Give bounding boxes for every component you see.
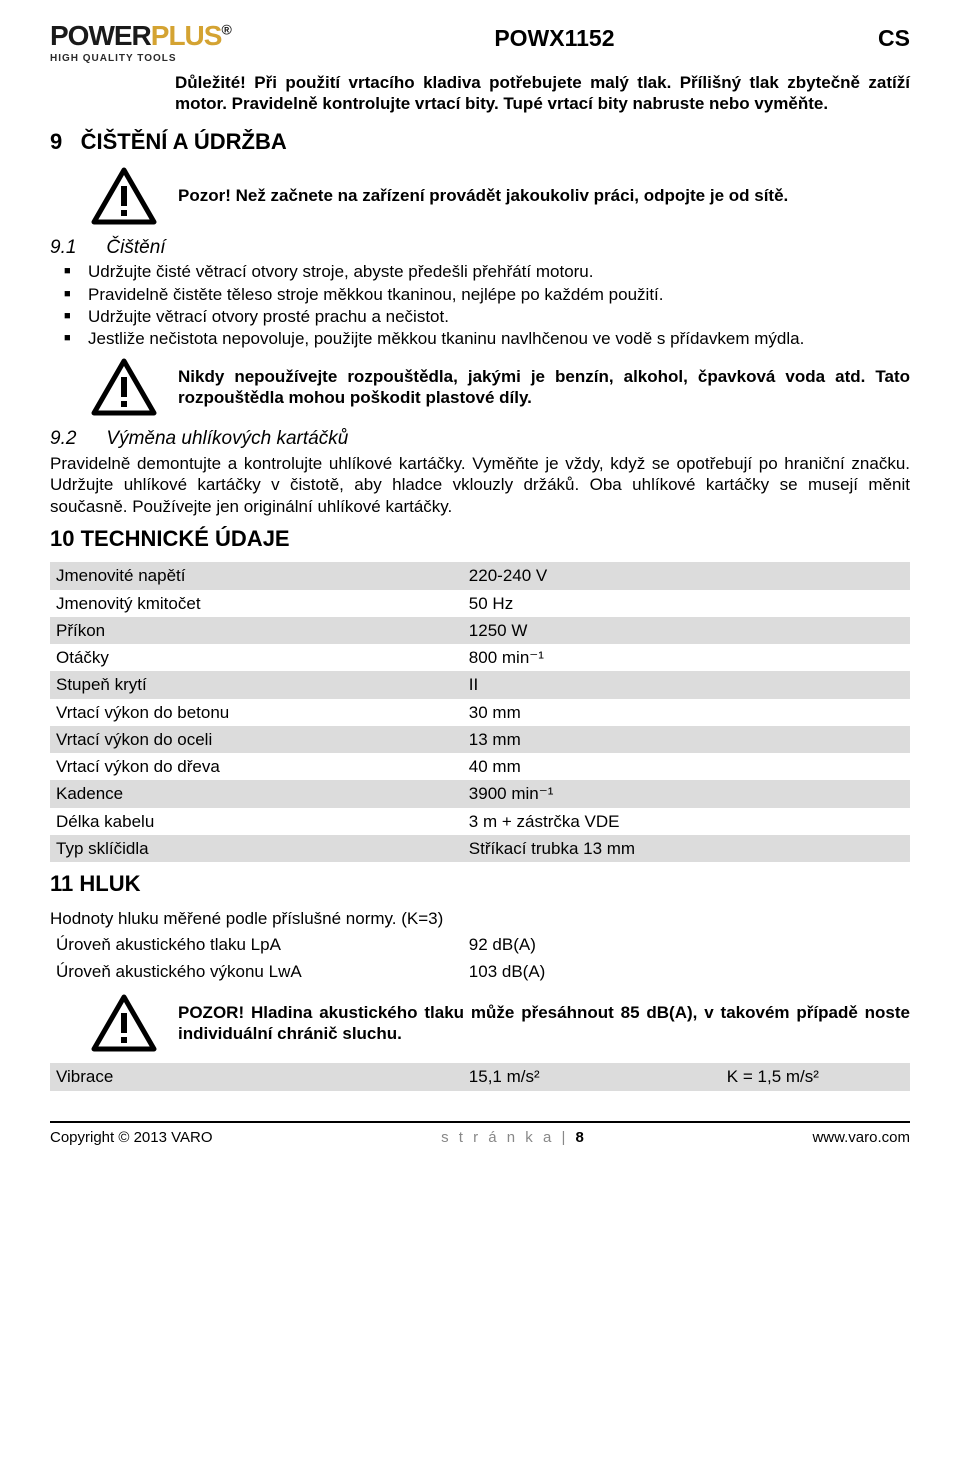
- noise-intro: Hodnoty hluku měřené podle příslušné nor…: [50, 908, 910, 929]
- section-9-1-heading: 9.1 Čištění: [50, 236, 910, 260]
- spec-val: 103 dB(A): [463, 958, 910, 985]
- spec-val: 800 min⁻¹: [463, 644, 910, 671]
- spec-val: 30 mm: [463, 699, 910, 726]
- warning-noise: POZOR! Hladina akustického tlaku může př…: [90, 993, 910, 1053]
- logo-tagline: HIGH QUALITY TOOLS: [50, 53, 231, 66]
- spec-val: 40 mm: [463, 753, 910, 780]
- spec-key: Vrtací výkon do dřeva: [50, 753, 463, 780]
- spec-table: Jmenovité napětí220-240 V Jmenovitý kmit…: [50, 562, 910, 862]
- warning-solvents: Nikdy nepoužívejte rozpouštědla, jakými …: [90, 357, 910, 417]
- spec-val: 220-240 V: [463, 562, 910, 589]
- vibration-k: K = 1,5 m/s²: [721, 1063, 910, 1090]
- spec-key: Typ sklíčidla: [50, 835, 463, 862]
- spec-key: Úroveň akustického tlaku LpA: [50, 931, 463, 958]
- logo-text-b: PLUS: [151, 20, 222, 51]
- spec-key: Kadence: [50, 780, 463, 807]
- spec-key: Stupeň krytí: [50, 671, 463, 698]
- warning-icon: [90, 357, 158, 417]
- spec-key: Otáčky: [50, 644, 463, 671]
- footer-url: www.varo.com: [812, 1129, 910, 1148]
- page-footer: Copyright © 2013 VARO s t r á n k a | 8 …: [50, 1129, 910, 1148]
- section-10-heading: 10 TECHNICKÉ ÚDAJE: [50, 525, 910, 553]
- intro-important: Důležité! Při použití vrtacího kladiva p…: [175, 72, 910, 115]
- cleaning-bullets: Udržujte čisté větrací otvory stroje, ab…: [50, 261, 910, 349]
- spec-key: Úroveň akustického výkonu LwA: [50, 958, 463, 985]
- list-item: Udržujte větrací otvory prosté prachu a …: [50, 306, 910, 327]
- footer-copyright: Copyright © 2013 VARO: [50, 1129, 213, 1148]
- section-9-heading: 9 ČIŠTĚNÍ A ÚDRŽBA: [50, 128, 910, 156]
- section-9-2-heading: 9.2 Výměna uhlíkových kartáčků: [50, 427, 910, 451]
- page-header: POWERPLUS® HIGH QUALITY TOOLS POWX1152 C…: [50, 18, 910, 66]
- logo-text-a: POWER: [50, 20, 151, 51]
- list-item: Jestliže nečistota nepovoluje, použijte …: [50, 328, 910, 349]
- footer-page: s t r á n k a | 8: [441, 1129, 584, 1148]
- warning-disconnect: Pozor! Než začnete na zařízení provádět …: [90, 166, 910, 226]
- vibration-value: 15,1 m/s²: [463, 1063, 721, 1090]
- warning-noise-text: POZOR! Hladina akustického tlaku může př…: [178, 1002, 910, 1045]
- spec-val: Stříkací trubka 13 mm: [463, 835, 910, 862]
- spec-key: Jmenovitý kmitočet: [50, 590, 463, 617]
- spec-val: 50 Hz: [463, 590, 910, 617]
- section-9-2-text: Pravidelně demontujte a kontrolujte uhlí…: [50, 453, 910, 517]
- footer-rule: [50, 1121, 910, 1123]
- doc-lang: CS: [878, 18, 910, 53]
- warning-icon: [90, 993, 158, 1053]
- spec-key: Vrtací výkon do betonu: [50, 699, 463, 726]
- section-11-heading: 11 HLUK: [50, 870, 910, 898]
- noise-table: Úroveň akustického tlaku LpA92 dB(A) Úro…: [50, 931, 910, 986]
- vibration-row: Vibrace 15,1 m/s² K = 1,5 m/s²: [50, 1063, 910, 1090]
- spec-val: 3 m + zástrčka VDE: [463, 808, 910, 835]
- spec-key: Příkon: [50, 617, 463, 644]
- spec-val: II: [463, 671, 910, 698]
- list-item: Pravidelně čistěte těleso stroje měkkou …: [50, 284, 910, 305]
- spec-key: Délka kabelu: [50, 808, 463, 835]
- vibration-label: Vibrace: [50, 1063, 463, 1090]
- spec-val: 1250 W: [463, 617, 910, 644]
- brand-logo: POWERPLUS® HIGH QUALITY TOOLS: [50, 18, 231, 66]
- spec-key: Vrtací výkon do oceli: [50, 726, 463, 753]
- warning-disconnect-text: Pozor! Než začnete na zařízení provádět …: [178, 185, 910, 206]
- spec-key: Jmenovité napětí: [50, 562, 463, 589]
- spec-val: 13 mm: [463, 726, 910, 753]
- warning-icon: [90, 166, 158, 226]
- spec-val: 3900 min⁻¹: [463, 780, 910, 807]
- spec-val: 92 dB(A): [463, 931, 910, 958]
- list-item: Udržujte čisté větrací otvory stroje, ab…: [50, 261, 910, 282]
- logo-reg: ®: [221, 22, 230, 38]
- warning-solvents-text: Nikdy nepoužívejte rozpouštědla, jakými …: [178, 366, 910, 409]
- doc-model: POWX1152: [231, 18, 878, 53]
